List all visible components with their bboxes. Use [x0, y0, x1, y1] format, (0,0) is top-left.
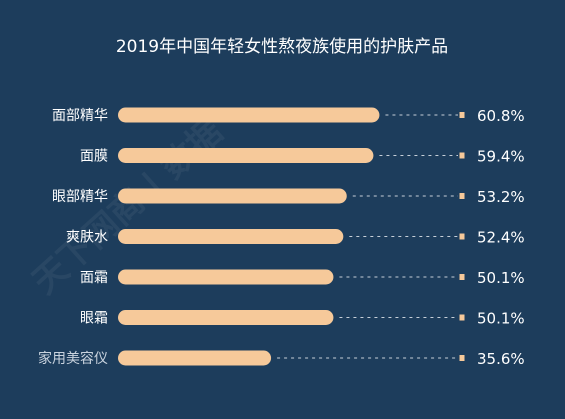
- category-label: 面霜: [80, 270, 108, 286]
- bars-group: 面部精华 60.8% 面膜 59.4% 眼部精华 53.2% 爽肤水 52.4% 面霜 50.1%…: [38, 107, 525, 368]
- value-marker: [459, 355, 465, 361]
- bar: [118, 350, 272, 366]
- value-label: 35.6%: [477, 350, 525, 368]
- category-label: 爽肤水: [66, 230, 108, 246]
- value-label: 52.4%: [477, 229, 525, 247]
- value-marker: [459, 314, 465, 321]
- bar: [118, 269, 334, 285]
- value-marker: [459, 274, 465, 280]
- category-label: 眼部精华: [52, 189, 108, 205]
- value-label: 50.1%: [477, 269, 525, 287]
- category-label: 面部精华: [52, 108, 108, 124]
- value-label: 53.2%: [477, 188, 525, 206]
- category-label: 家用美容仪: [38, 350, 108, 367]
- value-label: 50.1%: [477, 310, 525, 328]
- value-marker: [459, 152, 465, 159]
- bar: [118, 310, 334, 325]
- value-label: 59.4%: [477, 148, 525, 166]
- value-marker: [459, 112, 465, 118]
- bar: [118, 229, 344, 244]
- value-marker: [459, 233, 465, 240]
- bar: [118, 107, 380, 123]
- bar: [118, 148, 374, 163]
- value-marker: [459, 193, 465, 199]
- category-label: 眼霜: [80, 311, 108, 327]
- value-label: 60.8%: [477, 107, 525, 125]
- chart-title: 2019年中国年轻女性熬夜族使用的护肤产品: [116, 36, 448, 57]
- bar: [118, 188, 347, 204]
- category-label: 面膜: [80, 149, 108, 165]
